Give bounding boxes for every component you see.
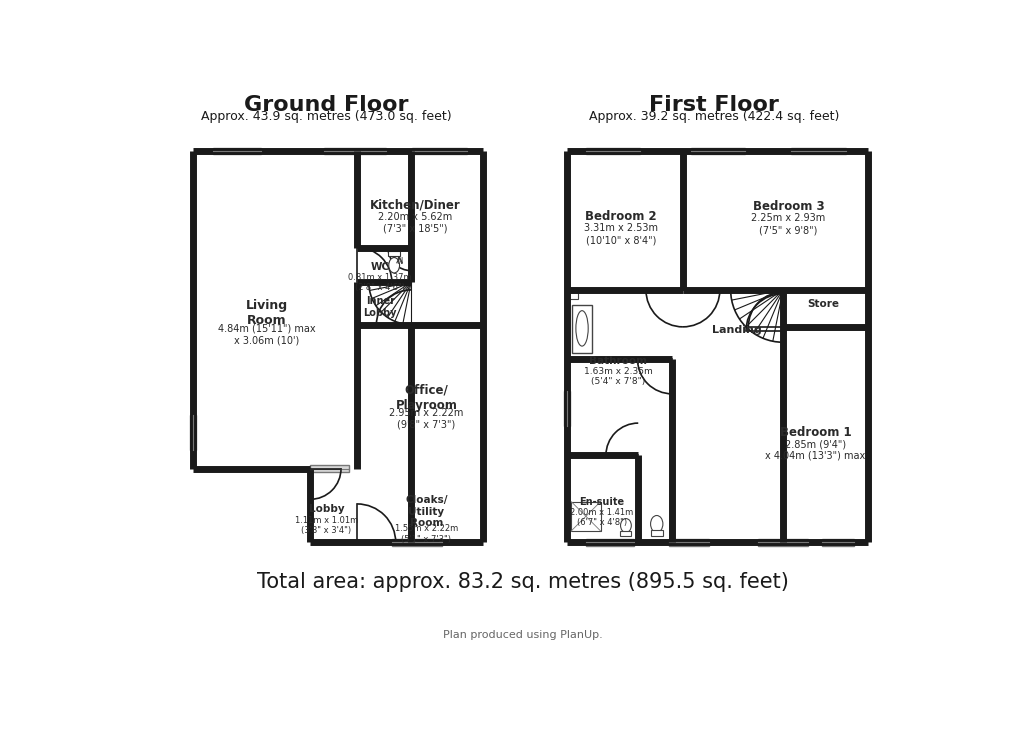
Text: 2.00m x 1.41m
(6'7" x 4'8"): 2.00m x 1.41m (6'7" x 4'8"): [570, 508, 633, 527]
Bar: [412, 148, 467, 154]
Bar: [690, 148, 744, 154]
Bar: [190, 416, 196, 450]
Bar: [585, 148, 639, 154]
Text: Store: Store: [806, 299, 839, 309]
Text: Approx. 43.9 sq. metres (473.0 sq. feet): Approx. 43.9 sq. metres (473.0 sq. feet): [201, 110, 451, 123]
Bar: [757, 539, 807, 545]
Bar: [790, 148, 846, 154]
Text: Plan produced using PlanUp.: Plan produced using PlanUp.: [442, 630, 602, 639]
Text: 0.81m x 1.37m
(2'8" x 4'6"): 0.81m x 1.37m (2'8" x 4'6"): [348, 273, 412, 293]
Text: Landing: Landing: [711, 325, 761, 335]
Bar: [190, 416, 196, 450]
Bar: [213, 148, 261, 154]
Text: 3.31m x 2.53m
(10'10" x 8'4"): 3.31m x 2.53m (10'10" x 8'4"): [584, 224, 657, 245]
Bar: [757, 539, 807, 545]
Text: Cloaks/
Utility
Room: Cloaks/ Utility Room: [405, 495, 447, 528]
Text: 1.63m x 2.35m
(5'4" x 7'8"): 1.63m x 2.35m (5'4" x 7'8"): [583, 367, 652, 386]
Bar: [620, 531, 630, 536]
Bar: [391, 539, 441, 545]
Text: Bathroom: Bathroom: [589, 356, 647, 366]
Bar: [564, 391, 570, 426]
Text: 1.11m x 1.01m
(3'8" x 3'4"): 1.11m x 1.01m (3'8" x 3'4"): [294, 516, 358, 535]
Text: First Floor: First Floor: [648, 95, 777, 115]
Text: Bedroom 1: Bedroom 1: [779, 426, 850, 439]
Ellipse shape: [576, 310, 588, 346]
Text: Bedroom 3: Bedroom 3: [752, 200, 823, 213]
Text: 2.20m x 5.62m
(7'3" x 18'5"): 2.20m x 5.62m (7'3" x 18'5"): [377, 212, 451, 233]
Bar: [569, 288, 578, 299]
Text: Bedroom 2: Bedroom 2: [585, 210, 656, 223]
Bar: [820, 539, 853, 545]
Text: Ground Floor: Ground Floor: [244, 95, 409, 115]
Text: Approx. 39.2 sq. metres (422.4 sq. feet): Approx. 39.2 sq. metres (422.4 sq. feet): [588, 110, 838, 123]
Text: En-suite: En-suite: [579, 496, 624, 507]
Bar: [650, 530, 662, 536]
Bar: [324, 148, 385, 154]
Text: Kitchen/Diner: Kitchen/Diner: [369, 199, 460, 212]
Text: Living
Room: Living Room: [246, 299, 288, 327]
Bar: [310, 465, 348, 471]
Ellipse shape: [650, 516, 662, 533]
Text: N: N: [396, 256, 403, 265]
Bar: [387, 251, 399, 256]
Bar: [585, 148, 639, 154]
Bar: [820, 539, 853, 545]
Ellipse shape: [620, 519, 631, 533]
Bar: [564, 391, 570, 426]
Ellipse shape: [388, 258, 399, 273]
Bar: [585, 539, 633, 545]
Text: Total area: approx. 83.2 sq. metres (895.5 sq. feet): Total area: approx. 83.2 sq. metres (895…: [257, 573, 788, 593]
Text: 4.84m (15'11") max
x 3.06m (10'): 4.84m (15'11") max x 3.06m (10'): [218, 324, 316, 345]
Text: Lobby: Lobby: [309, 505, 343, 514]
Bar: [213, 148, 261, 154]
Bar: [690, 148, 744, 154]
Text: 2.95m x 2.22m
(9'8" x 7'3"): 2.95m x 2.22m (9'8" x 7'3"): [389, 408, 464, 430]
Bar: [668, 539, 708, 545]
Text: 1.55m x 2.22m
(5'1" x 7'3"): 1.55m x 2.22m (5'1" x 7'3"): [394, 525, 458, 544]
Text: 2.85m (9'4")
x 4.04m (13'3") max: 2.85m (9'4") x 4.04m (13'3") max: [764, 439, 865, 461]
Bar: [391, 539, 441, 545]
Text: WC: WC: [370, 262, 389, 272]
Bar: [310, 465, 348, 471]
Text: Office/
Playroom: Office/ Playroom: [395, 384, 457, 412]
Text: 2.25m x 2.93m
(7'5" x 9'8"): 2.25m x 2.93m (7'5" x 9'8"): [751, 213, 824, 235]
Bar: [571, 502, 600, 531]
Text: Inner
Lobby: Inner Lobby: [363, 296, 396, 318]
Bar: [790, 148, 846, 154]
Bar: [412, 148, 467, 154]
Bar: [585, 539, 633, 545]
Bar: [668, 539, 708, 545]
Bar: [572, 305, 591, 353]
Bar: [324, 148, 385, 154]
